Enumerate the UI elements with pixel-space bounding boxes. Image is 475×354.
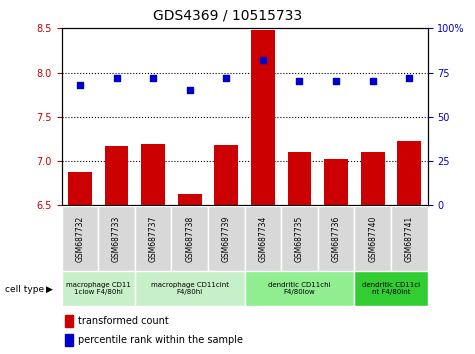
- Bar: [104, 146, 129, 205]
- Bar: [98, 206, 135, 271]
- Bar: [141, 144, 165, 205]
- Bar: [65, 334, 73, 346]
- Bar: [318, 206, 354, 271]
- Text: dendritic CD11ci
nt F4/80int: dendritic CD11ci nt F4/80int: [362, 282, 420, 295]
- Text: macrophage CD11
1clow F4/80hi: macrophage CD11 1clow F4/80hi: [66, 282, 131, 295]
- Bar: [361, 152, 385, 205]
- Text: GSM687736: GSM687736: [332, 215, 341, 262]
- Point: [369, 79, 377, 84]
- Bar: [62, 206, 98, 271]
- Text: GSM687732: GSM687732: [76, 216, 85, 262]
- Bar: [214, 145, 238, 205]
- Text: cell type: cell type: [5, 285, 44, 294]
- Bar: [324, 159, 348, 205]
- Text: GSM687735: GSM687735: [295, 215, 304, 262]
- Point: [332, 79, 340, 84]
- Bar: [135, 271, 245, 306]
- Text: GSM687739: GSM687739: [222, 215, 231, 262]
- Bar: [135, 206, 171, 271]
- Bar: [251, 30, 275, 205]
- Text: GSM687734: GSM687734: [258, 215, 267, 262]
- Bar: [208, 206, 245, 271]
- Text: ▶: ▶: [47, 285, 53, 294]
- Text: GSM687741: GSM687741: [405, 216, 414, 262]
- Text: transformed count: transformed count: [78, 316, 169, 326]
- Bar: [287, 152, 312, 205]
- Text: GSM687738: GSM687738: [185, 216, 194, 262]
- Bar: [65, 315, 73, 327]
- Bar: [281, 206, 318, 271]
- Bar: [245, 206, 281, 271]
- Point: [113, 75, 121, 81]
- Bar: [391, 206, 428, 271]
- Bar: [397, 141, 421, 205]
- Bar: [354, 206, 391, 271]
- Text: GDS4369 / 10515733: GDS4369 / 10515733: [153, 9, 303, 23]
- Text: macrophage CD11cint
F4/80hi: macrophage CD11cint F4/80hi: [151, 282, 229, 295]
- Text: dendritic CD11chi
F4/80low: dendritic CD11chi F4/80low: [268, 282, 331, 295]
- Text: GSM687737: GSM687737: [149, 215, 158, 262]
- Point: [295, 79, 304, 84]
- Bar: [178, 194, 202, 205]
- Point: [149, 75, 157, 81]
- Point: [186, 87, 194, 93]
- Bar: [62, 271, 135, 306]
- Bar: [171, 206, 208, 271]
- Point: [405, 75, 413, 81]
- Point: [76, 82, 84, 88]
- Bar: [354, 271, 428, 306]
- Text: GSM687733: GSM687733: [112, 215, 121, 262]
- Point: [259, 57, 267, 63]
- Point: [222, 75, 230, 81]
- Text: GSM687740: GSM687740: [368, 215, 377, 262]
- Text: percentile rank within the sample: percentile rank within the sample: [78, 335, 243, 345]
- Bar: [245, 271, 354, 306]
- Bar: [68, 172, 92, 205]
